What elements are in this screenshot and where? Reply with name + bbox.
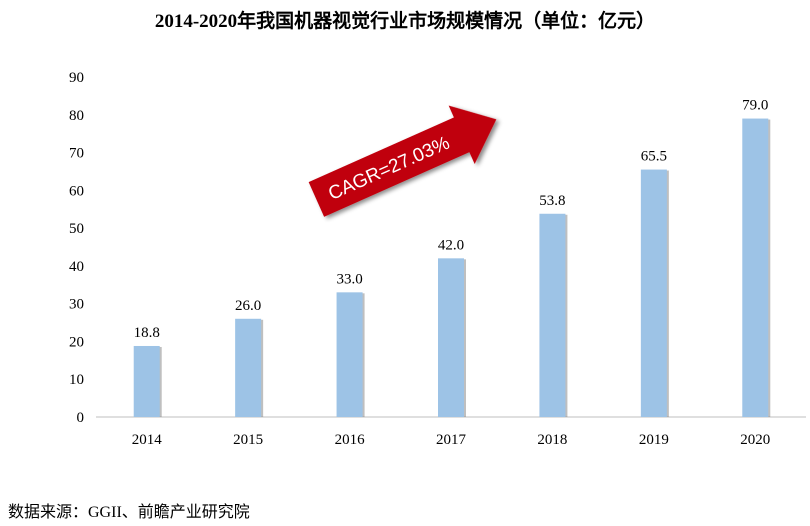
bar — [438, 258, 464, 417]
y-tick-label: 70 — [69, 146, 84, 162]
data-label: 42.0 — [438, 237, 464, 253]
data-label: 26.0 — [235, 298, 261, 314]
x-tick-label: 2020 — [740, 432, 770, 448]
data-label: 18.8 — [134, 325, 160, 341]
data-label: 65.5 — [641, 149, 667, 165]
bar — [640, 169, 667, 417]
bar — [133, 345, 160, 417]
y-tick-label: 40 — [69, 259, 84, 275]
y-tick-label: 0 — [77, 410, 85, 426]
bar — [742, 118, 769, 418]
x-tick-label: 2017 — [436, 432, 467, 448]
y-tick-label: 30 — [69, 297, 84, 313]
cagr-arrow: CAGR=27.03% — [308, 105, 497, 217]
y-tick-label: 80 — [69, 108, 84, 124]
bar — [336, 292, 363, 417]
x-tick-label: 2016 — [335, 432, 366, 448]
source-note: 数据来源：GGII、前瞻产业研究院 — [8, 504, 250, 521]
data-label: 79.0 — [742, 98, 768, 114]
y-tick-label: 50 — [69, 221, 84, 237]
bar — [539, 213, 566, 417]
x-tick-label: 2015 — [233, 432, 263, 448]
x-tick-label: 2014 — [132, 432, 163, 448]
data-label: 53.8 — [539, 193, 565, 209]
chart-title: 2014-2020年我国机器视觉行业市场规模情况（单位：亿元） — [154, 11, 656, 32]
arrow-shape — [308, 105, 497, 217]
y-tick-label: 90 — [69, 70, 84, 86]
y-tick-label: 10 — [69, 372, 84, 388]
bar — [235, 318, 262, 417]
y-axis: 0 10 20 30 40 50 60 70 80 90 — [69, 70, 84, 426]
x-axis: 2014 2015 2016 2017 2018 2019 2020 — [132, 432, 771, 448]
y-tick-label: 20 — [69, 334, 84, 350]
bars: 18.8 26.0 33.0 42.0 53.8 65.5 79.0 — [133, 98, 771, 418]
y-tick-label: 60 — [69, 183, 84, 199]
x-tick-label: 2019 — [639, 432, 669, 448]
x-tick-label: 2018 — [537, 432, 567, 448]
data-label: 33.0 — [336, 271, 362, 287]
